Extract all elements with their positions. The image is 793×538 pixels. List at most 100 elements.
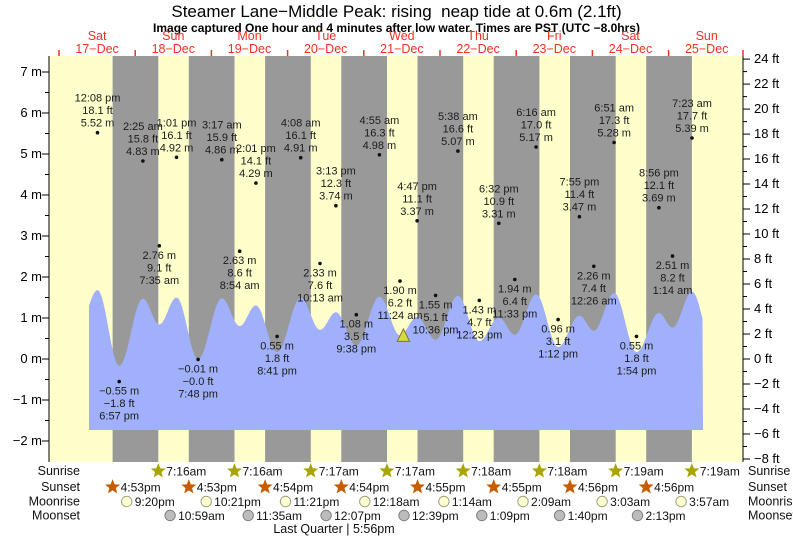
y-axis-left-label: 0 m <box>20 351 42 366</box>
day-date-label: 24−Dec <box>609 42 652 56</box>
sunset-icon <box>257 479 273 494</box>
day-name-label: Wed <box>389 29 415 43</box>
astro-time-label: 4:54pm <box>349 481 389 495</box>
tide-low-time-label: 12:26 am <box>571 295 617 307</box>
tide-high-ft-label: 11.1 ft <box>402 193 432 205</box>
tide-high-time-label: 3:17 am <box>202 120 242 132</box>
y-axis-left-label: 2 m <box>20 269 42 284</box>
tide-low-ft-label: 1.8 ft <box>624 353 648 365</box>
tide-event-dot <box>657 205 661 210</box>
moonset-icon <box>320 509 332 522</box>
tide-event-dot <box>354 312 359 317</box>
y-axis-right-label: 12 ft <box>754 201 780 216</box>
day-name-label: Thu <box>467 29 489 43</box>
tide-high-m-label: 5.52 m <box>81 118 115 130</box>
tide-event-dot <box>415 219 419 223</box>
tide-event-dot <box>592 264 596 269</box>
astro-time-label: 7:17am <box>319 465 359 479</box>
astro-row-label-right: Sunset <box>748 480 787 494</box>
y-axis-right-label: 4 ft <box>754 301 772 316</box>
y-axis-right-label: −6 ft <box>754 426 780 441</box>
astro-row-label-left: Moonset <box>32 509 80 523</box>
tide-high-m-label: 4.83 m <box>126 146 160 158</box>
tide-high-ft-label: 17.3 ft <box>599 115 630 127</box>
tide-high-m-label: 3.74 m <box>319 191 353 203</box>
y-axis-left-label: 6 m <box>20 105 42 120</box>
tide-event-dot <box>95 130 100 135</box>
tide-high-ft-label: 17.0 ft <box>521 120 552 132</box>
tide-low-ft-label: 6.4 ft <box>503 296 527 308</box>
tide-high-time-label: 7:23 am <box>672 98 712 110</box>
tide-high-m-label: 3.31 m <box>482 208 516 220</box>
tide-low-time-label: 10:36 pm <box>413 324 459 336</box>
sunset-icon <box>562 479 578 494</box>
tide-event-dot <box>174 155 179 160</box>
astro-time-label: 7:16am <box>242 465 282 479</box>
tide-high-time-label: 12:08 pm <box>75 93 121 105</box>
tide-low-time-label: 9:38 pm <box>336 344 376 356</box>
day-name-label: Sun <box>162 29 184 43</box>
day-date-label: 17−Dec <box>75 42 118 56</box>
astro-time-label: 4:53pm <box>197 481 237 495</box>
sunrise-icon <box>455 463 471 478</box>
tide-event-dot <box>456 149 460 153</box>
tide-low-ft-label: 6.2 ft <box>388 298 412 310</box>
tide-low-time-label: 6:57 pm <box>99 411 139 423</box>
day-date-label: 23−Dec <box>533 42 576 56</box>
y-axis-left-label: −1 m <box>13 392 42 407</box>
tide-low-m-label: 1.55 m <box>419 299 453 311</box>
tide-high-time-label: 2:01 pm <box>236 143 276 155</box>
y-axis-left-label: 7 m <box>20 64 42 79</box>
astro-row-label-left: Sunset <box>41 480 80 494</box>
day-date-label: 25−Dec <box>685 42 728 56</box>
astro-time-label: 7:18am <box>471 465 511 479</box>
astro-row-label-right: Moonset <box>748 509 793 523</box>
astro-time-label: 7:19am <box>700 465 740 479</box>
tide-event-dot <box>237 249 242 253</box>
moonset-icon <box>476 509 488 522</box>
tide-high-ft-label: 11.4 ft <box>565 189 595 201</box>
astro-time-label: 11:35am <box>256 509 302 523</box>
moonrise-icon <box>675 495 687 508</box>
tide-event-dot <box>690 136 694 140</box>
tide-event-dot <box>318 261 322 266</box>
tide-high-ft-label: 14.1 ft <box>241 156 272 168</box>
tide-low-ft-label: 7.4 ft <box>582 283 606 295</box>
day-name-label: Mon <box>237 29 261 43</box>
y-axis-right-label: 10 ft <box>754 226 780 241</box>
astro-time-label: 4:55pm <box>502 481 542 495</box>
sunset-icon <box>410 479 425 494</box>
sunrise-icon <box>227 463 243 478</box>
tide-high-time-label: 5:38 am <box>438 111 478 123</box>
astro-time-label: 4:56pm <box>578 481 618 495</box>
tide-high-m-label: 5.17 m <box>519 132 553 144</box>
tide-event-dot <box>141 159 145 163</box>
astro-time-label: 7:17am <box>395 465 435 479</box>
y-axis-right-label: 24 ft <box>754 51 780 66</box>
sunset-icon <box>638 479 654 494</box>
tide-high-time-label: 6:51 am <box>594 103 634 115</box>
tide-high-ft-label: 16.1 ft <box>161 130 192 142</box>
moonrise-icon <box>121 495 133 508</box>
y-axis-right-label: 14 ft <box>754 176 780 191</box>
sunrise-icon <box>608 463 624 478</box>
sunrise-icon <box>531 463 547 478</box>
tide-high-m-label: 5.07 m <box>441 136 475 148</box>
tide-high-time-label: 7:55 pm <box>560 177 600 189</box>
tide-high-m-label: 4.98 m <box>363 140 397 152</box>
tide-high-m-label: 4.29 m <box>239 168 273 180</box>
tide-low-ft-label: −1.8 ft <box>104 398 135 410</box>
day-name-label: Fri <box>547 29 562 43</box>
astro-row-label-right: Sunrise <box>748 464 790 478</box>
tide-low-ft-label: 3.5 ft <box>344 331 368 343</box>
moonrise-icon <box>438 495 450 508</box>
y-axis-right-label: −4 ft <box>754 401 780 416</box>
tide-high-m-label: 5.39 m <box>675 123 709 135</box>
day-name-label: Sat <box>621 29 640 43</box>
tide-low-m-label: 1.43 m <box>462 304 496 316</box>
tide-low-time-label: 11:24 am <box>377 310 422 322</box>
astro-time-label: 9:20pm <box>135 495 175 509</box>
moonrise-icon <box>359 495 371 508</box>
astro-time-label: 12:07pm <box>334 509 381 523</box>
tide-high-time-label: 2:25 am <box>123 121 163 133</box>
